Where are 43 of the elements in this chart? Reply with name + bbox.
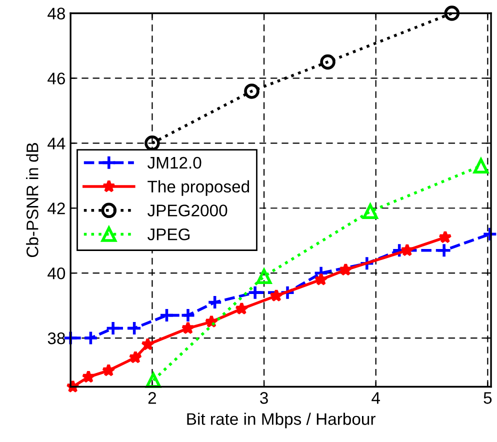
point: [141, 338, 154, 350]
point: [320, 54, 336, 70]
point: [270, 288, 284, 302]
point: [256, 268, 272, 284]
point: [438, 230, 452, 244]
y-tick-label: 38: [48, 332, 65, 344]
point: [244, 84, 260, 99]
point: [82, 370, 96, 383]
y-axis-title: Cb-PSNR in dB: [26, 142, 38, 258]
point: [83, 330, 98, 346]
x-tick-label: 4: [372, 392, 380, 404]
point: [247, 284, 263, 300]
point: [128, 350, 142, 364]
y-tick-label: 48: [48, 8, 65, 20]
y-tick-label: 44: [48, 138, 66, 150]
point: [444, 6, 460, 21]
point: [362, 204, 378, 220]
point: [181, 321, 195, 334]
point: [338, 262, 352, 276]
point: [234, 302, 248, 315]
legend-label: The proposed: [148, 180, 250, 196]
legend-label: JPEG2000: [148, 204, 228, 216]
point: [436, 242, 452, 258]
x-tick-label: 5: [484, 392, 492, 404]
y-tick-label: 46: [48, 72, 65, 84]
legend-label: JM12.0: [148, 156, 202, 169]
point: [126, 320, 142, 336]
point: [102, 364, 116, 376]
point: [207, 294, 222, 310]
x-axis-title: Bit rate in Mbps / Harbour: [187, 412, 376, 428]
y-tick-label: 42: [48, 202, 65, 214]
point: [473, 158, 489, 174]
point: [159, 308, 174, 323]
point: [482, 226, 497, 242]
point: [180, 308, 196, 323]
y-tick-label: 40: [48, 267, 66, 280]
legend-label: JPEG: [148, 228, 190, 240]
x-tick-label: 3: [260, 392, 268, 404]
x-tick-label: 2: [148, 392, 156, 404]
point: [146, 372, 161, 388]
point: [400, 243, 414, 256]
point: [314, 272, 328, 286]
point: [105, 320, 121, 336]
